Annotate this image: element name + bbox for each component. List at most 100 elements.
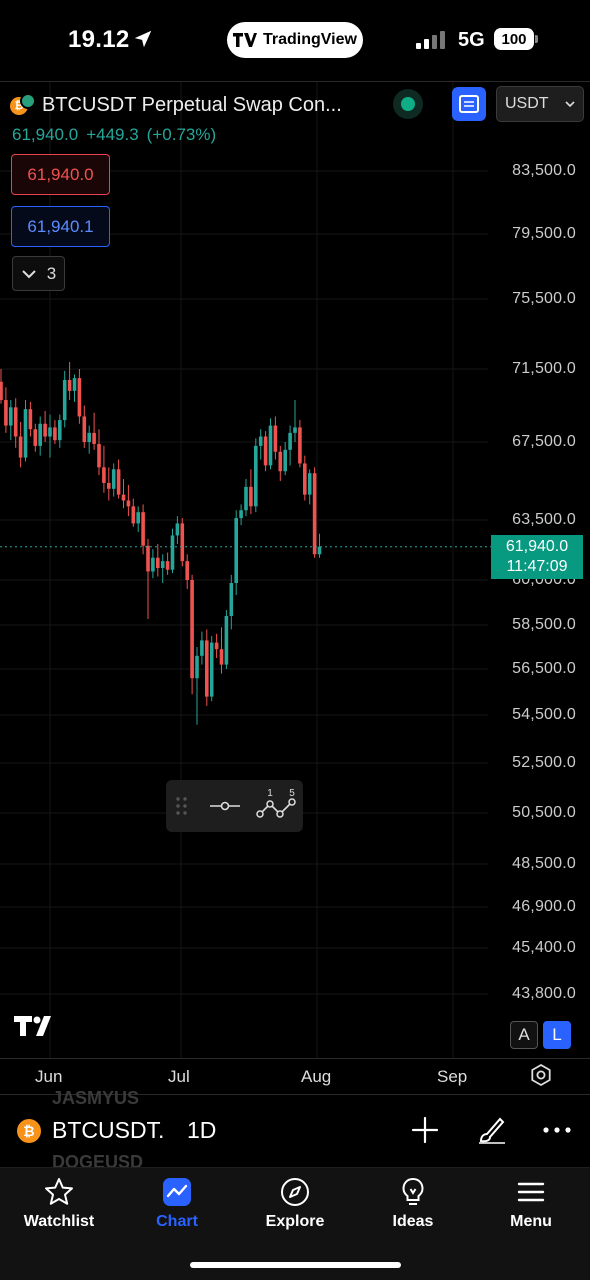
candle xyxy=(0,369,3,404)
candle xyxy=(111,463,116,497)
candle xyxy=(263,431,268,472)
candle xyxy=(278,445,283,481)
chart-settings-gear-icon[interactable] xyxy=(529,1063,553,1087)
battery-level: 100 xyxy=(494,28,534,50)
candle xyxy=(180,518,185,567)
candle xyxy=(92,412,96,450)
price-tick-label: 75,500.0 xyxy=(512,290,576,307)
tab-label: Menu xyxy=(510,1213,552,1230)
log-scale-button[interactable]: L xyxy=(543,1021,571,1049)
network-type: 5G xyxy=(458,29,485,51)
candle xyxy=(219,627,224,674)
candle xyxy=(9,400,13,441)
candle xyxy=(43,410,47,442)
auto-scale-button[interactable]: A xyxy=(510,1021,538,1049)
symbol-title[interactable]: BTCUSDT Perpetual Swap Con... xyxy=(42,93,342,116)
indicators-toggle[interactable]: 3 xyxy=(12,256,65,291)
date-tick-label: Aug xyxy=(301,1067,332,1086)
tab-ideas[interactable]: Ideas xyxy=(354,1176,472,1236)
last-price: 61,940.0 xyxy=(12,125,79,144)
price-tick-label: 79,500.0 xyxy=(512,225,576,242)
candlestick-chart[interactable] xyxy=(0,82,590,1094)
tab-watchlist[interactable]: Watchlist xyxy=(0,1176,118,1236)
drag-handle-icon[interactable] xyxy=(176,797,187,815)
candle xyxy=(160,554,165,583)
candle xyxy=(165,552,170,575)
candle xyxy=(48,414,52,458)
candle xyxy=(136,506,140,532)
btc-usdt-coin-icon: ₿ xyxy=(10,92,40,118)
candle xyxy=(126,484,131,517)
strip-divider xyxy=(0,1094,590,1095)
candle xyxy=(209,636,214,702)
candle xyxy=(195,647,199,725)
candle xyxy=(170,528,175,574)
tab-label: Explore xyxy=(265,1213,325,1230)
candle xyxy=(146,538,150,619)
candle xyxy=(244,479,248,517)
candle xyxy=(205,629,209,706)
cellular-signal-icon xyxy=(416,31,445,49)
interval-button[interactable]: 1D xyxy=(187,1117,217,1143)
candle xyxy=(102,445,106,493)
candle xyxy=(249,469,253,515)
price-tick-label: 63,500.0 xyxy=(512,511,576,528)
fullscreen-button[interactable] xyxy=(452,87,486,121)
candle xyxy=(185,554,189,589)
add-plus-icon[interactable] xyxy=(408,1113,442,1147)
last-price-tag-value: 61,940.0 xyxy=(505,537,569,555)
price-change-abs: +449.3 xyxy=(86,125,139,144)
chevron-down-icon xyxy=(565,101,575,108)
date-tick-label: Jun xyxy=(35,1067,63,1086)
candle xyxy=(303,455,307,501)
candle xyxy=(151,549,155,579)
price-tick-label: 43,800.0 xyxy=(512,985,576,1002)
buy-price-button[interactable]: 61,940.1 xyxy=(11,206,110,247)
chart-area[interactable] xyxy=(0,82,590,1094)
candle xyxy=(23,400,28,462)
candle xyxy=(214,633,219,658)
tab-explore[interactable]: Explore xyxy=(236,1176,354,1236)
tab-label: Watchlist xyxy=(23,1213,95,1230)
candle xyxy=(141,504,145,555)
candle xyxy=(283,442,287,476)
status-bar: 19.12 TradingView 5G 100 xyxy=(0,0,590,82)
header-divider xyxy=(0,81,590,82)
candle xyxy=(38,416,42,456)
candle xyxy=(273,416,278,460)
tab-chart[interactable]: Chart xyxy=(118,1176,236,1236)
price-summary: 61,940.0 +449.3 (+0.73%) xyxy=(12,125,224,145)
last-price-tag: 61,940.0 11:47:09 xyxy=(491,534,583,579)
candle xyxy=(239,504,243,526)
market-status-icon[interactable] xyxy=(393,89,423,119)
candle xyxy=(312,467,317,558)
drawing-brush-icon[interactable] xyxy=(475,1113,509,1147)
sell-price-button[interactable]: 61,940.0 xyxy=(11,154,110,195)
price-change-pct: (+0.73%) xyxy=(146,125,217,144)
date-tick-label: Sep xyxy=(437,1067,468,1086)
candle xyxy=(77,369,82,424)
battery-icon: 100 xyxy=(494,28,538,50)
price-tick-label: 67,500.0 xyxy=(512,433,576,450)
tab-menu[interactable]: Menu xyxy=(472,1176,590,1236)
candle xyxy=(13,398,18,448)
currency-value: USDT xyxy=(505,95,549,112)
candle xyxy=(116,459,121,499)
path-tool-icon[interactable]: 1 5 xyxy=(256,788,296,818)
app-pill[interactable]: TradingView xyxy=(227,22,363,58)
currency-select[interactable]: USDT xyxy=(496,86,584,122)
price-tick-label: 83,500.0 xyxy=(512,162,576,179)
horizontal-line-tool-icon[interactable] xyxy=(210,801,240,811)
candle xyxy=(107,467,111,501)
chevron-down-icon xyxy=(22,269,36,278)
path-point-label-1: 1 xyxy=(267,788,273,799)
price-tick-label: 54,500.0 xyxy=(512,706,576,723)
candle xyxy=(156,544,160,577)
more-options-icon[interactable] xyxy=(540,1113,574,1147)
symbol-search-button[interactable]: BTCUSDT. xyxy=(52,1117,165,1143)
candle xyxy=(82,405,87,448)
drawing-toolbar[interactable]: 1 5 xyxy=(166,780,303,832)
location-arrow-icon xyxy=(134,30,152,48)
symbol-header[interactable]: ₿ BTCUSDT Perpetual Swap Con... xyxy=(10,92,342,118)
price-tick-label: 56,500.0 xyxy=(512,660,576,677)
